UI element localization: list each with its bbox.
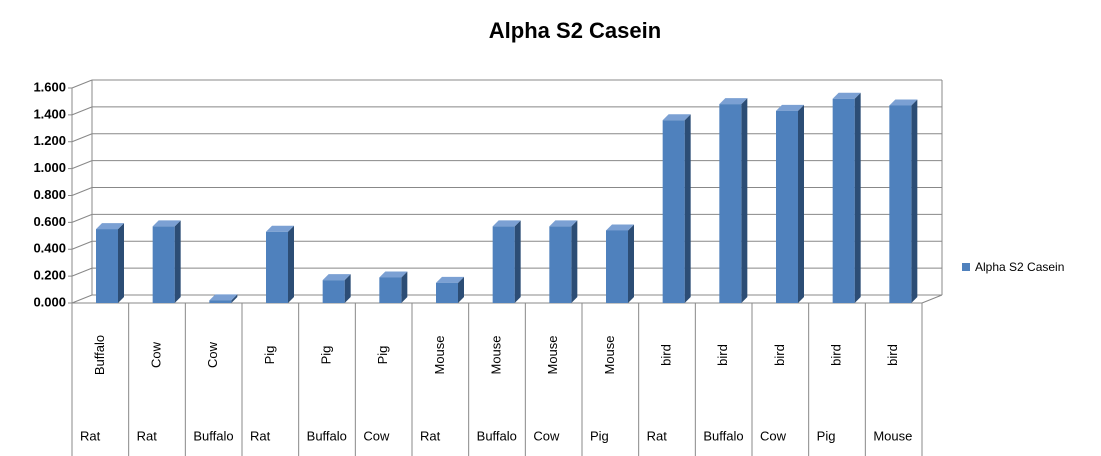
bar-side <box>344 274 351 303</box>
y-tick-label: 1.400 <box>33 106 66 121</box>
grid-line <box>71 213 93 223</box>
bar <box>832 98 855 303</box>
x-tick-label: Mouse <box>545 335 560 374</box>
x-group-label: Cow <box>363 428 390 443</box>
bar <box>96 229 118 303</box>
bar <box>606 230 628 303</box>
x-group-label: Pig <box>817 428 836 443</box>
y-tick-label: 0.200 <box>33 268 66 283</box>
bar <box>889 105 912 303</box>
y-tick-label: 0.800 <box>33 187 66 202</box>
y-tick-label: 0.000 <box>33 294 66 309</box>
y-tick-label: 0.600 <box>33 214 66 229</box>
x-group-label: Mouse <box>873 428 912 443</box>
bar <box>719 104 742 303</box>
grid-line <box>71 294 93 304</box>
x-tick-label: Cow <box>148 341 163 368</box>
bar-top <box>719 98 748 105</box>
bar-top <box>662 114 691 121</box>
x-tick-label: Pig <box>262 346 277 365</box>
x-group-label: Cow <box>760 428 787 443</box>
chart-title: Alpha S2 Casein <box>489 18 661 43</box>
x-tick-label: Pig <box>375 346 390 365</box>
x-tick-label: Mouse <box>488 335 503 374</box>
bar-top <box>209 294 238 301</box>
bar-side <box>288 225 294 303</box>
bar-side <box>628 224 634 303</box>
x-tick-label: bird <box>715 344 730 366</box>
legend-label: Alpha S2 Casein <box>975 260 1064 274</box>
bar-side <box>798 104 804 303</box>
bar-side <box>741 98 748 303</box>
bar-top <box>832 92 861 99</box>
bar <box>776 110 798 303</box>
x-group-label: Buffalo <box>307 428 347 443</box>
x-tick-label: bird <box>658 344 673 366</box>
x-tick-label: bird <box>772 344 787 366</box>
bar <box>266 231 288 303</box>
x-tick-label: Cow <box>205 341 220 368</box>
grid-line <box>71 79 93 89</box>
x-tick-label: Mouse <box>602 335 617 374</box>
x-group-label: Buffalo <box>477 428 517 443</box>
y-tick-label: 1.600 <box>33 79 66 94</box>
grid-line <box>71 160 93 170</box>
bar-side <box>571 220 578 303</box>
x-group-label: Pig <box>590 428 609 443</box>
grid-line <box>71 240 93 250</box>
grid-line <box>71 106 93 116</box>
bar <box>152 226 175 303</box>
x-group-label: Rat <box>420 428 441 443</box>
bar <box>549 226 572 303</box>
bar-side <box>401 271 408 303</box>
bar-top <box>889 99 918 106</box>
bar-top <box>549 220 578 227</box>
grid-line <box>71 267 93 277</box>
floor-line <box>921 294 943 304</box>
y-tick-label: 1.000 <box>33 160 66 175</box>
bar <box>209 300 232 303</box>
grid-line <box>71 133 93 143</box>
bar-side <box>174 220 181 303</box>
x-group-label: Cow <box>533 428 560 443</box>
y-tick-label: 1.200 <box>33 133 66 148</box>
bar-side <box>514 220 521 303</box>
bar <box>322 280 345 303</box>
bar-top <box>776 104 804 111</box>
grid-line <box>71 187 93 196</box>
x-group-label: Buffalo <box>193 428 233 443</box>
y-tick-label: 0.400 <box>33 241 66 256</box>
x-tick-label: Mouse <box>432 335 447 374</box>
x-tick-label: Pig <box>318 346 333 365</box>
bar-top <box>152 220 181 227</box>
bar-side <box>118 223 124 303</box>
bar-top <box>492 220 521 227</box>
x-group-label: Rat <box>647 428 668 443</box>
x-group-label: Rat <box>137 428 158 443</box>
bar-side <box>231 294 238 303</box>
bar <box>379 277 402 303</box>
bar <box>662 120 685 303</box>
x-tick-label: Buffalo <box>92 335 107 375</box>
bar-top <box>379 271 408 278</box>
bar-side <box>854 92 861 303</box>
bar-top <box>606 224 634 231</box>
bar-side <box>458 276 464 303</box>
bar-top <box>322 274 351 281</box>
x-group-label: Rat <box>80 428 101 443</box>
bar-side <box>684 114 691 303</box>
x-tick-label: bird <box>828 344 843 366</box>
bar-top <box>266 225 294 232</box>
bar-side <box>911 99 918 303</box>
x-group-label: Rat <box>250 428 271 443</box>
bar <box>492 226 515 303</box>
bar-top <box>436 276 464 283</box>
legend-swatch <box>962 263 970 271</box>
x-tick-label: bird <box>885 344 900 366</box>
bar-top <box>96 223 124 230</box>
bar <box>436 282 458 303</box>
x-group-label: Buffalo <box>703 428 743 443</box>
